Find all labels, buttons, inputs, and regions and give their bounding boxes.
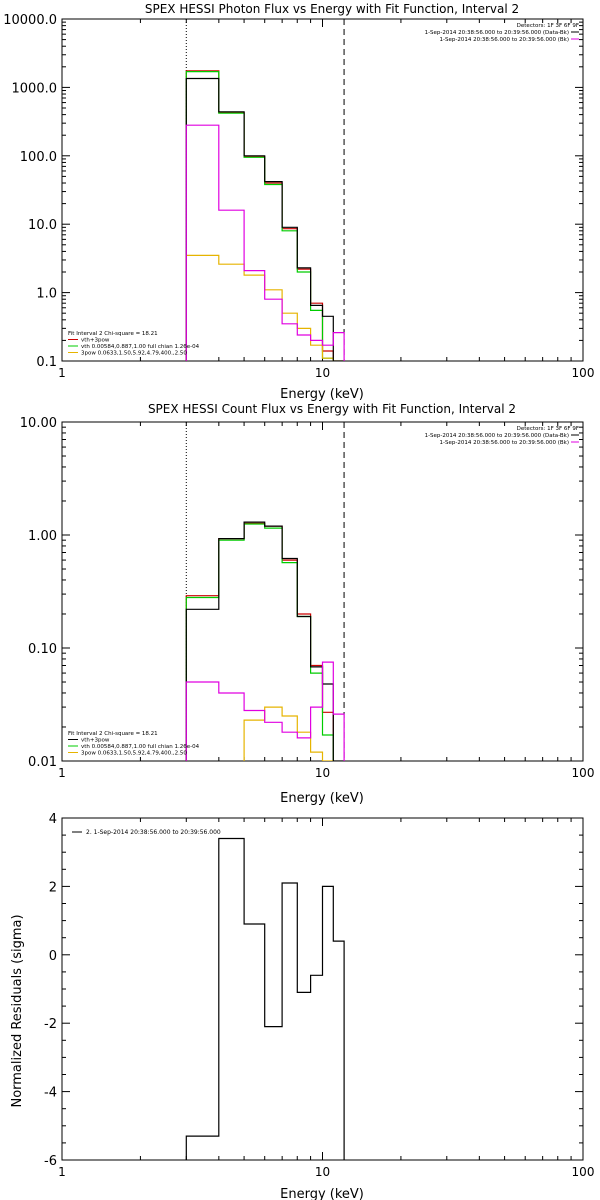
x-tick-label: 1 <box>58 366 66 380</box>
y-tick-label: -2 <box>44 1017 57 1032</box>
y-tick-label: 0.10 <box>28 642 57 657</box>
x-axis-label: Energy (keV) <box>280 791 364 806</box>
legend-text: 3pow 0.0633,1.50,5.92,4.79,400.,2.50 <box>81 751 187 757</box>
count-flux-chart: SPEX HESSI Count Flux vs Energy with Fit… <box>20 402 595 806</box>
y-tick-label: 1000.0 <box>12 81 58 96</box>
y-tick-label: -4 <box>44 1086 57 1101</box>
photon-flux-chart: SPEX HESSI Photon Flux vs Energy with Fi… <box>3 2 594 402</box>
legend-text: Detectors: 1F 3F 6F 9F <box>517 426 579 432</box>
legend-text: 1-Sep-2014 20:38:56.000 to 20:39:56.000 … <box>440 440 570 446</box>
y-tick-label: 0.01 <box>28 755 57 770</box>
y-tick-label: 0 <box>49 949 57 964</box>
y-axis-label: Normalized Residuals (sigma) <box>10 914 25 1107</box>
legend-text: 1-Sep-2014 20:38:56.000 to 20:39:56.000 … <box>440 37 570 43</box>
legend-text: vth+3pow <box>81 338 110 344</box>
x-tick-label: 100 <box>572 766 595 780</box>
legend-text: vth 0.00584,0.887,1.00 full chian 1.26e-… <box>81 344 200 350</box>
legend-text: 1-Sep-2014 20:38:56.000 to 20:39:56.000 … <box>425 433 569 439</box>
series-2-1-sep-2014-20-38-56-000-to-20-39-56-000 <box>185 837 345 1160</box>
y-tick-label: 0.1 <box>36 355 57 370</box>
x-tick-label: 100 <box>572 366 595 380</box>
x-tick-label: 10 <box>315 1165 330 1179</box>
y-tick-label: 10000.0 <box>3 13 57 28</box>
x-tick-label: 1 <box>58 766 66 780</box>
y-tick-label: 10.0 <box>28 218 57 233</box>
legend-text: 3pow 0.0633,1.50,5.92,4.79,400.,2.50 <box>81 351 187 357</box>
y-tick-label: 10.00 <box>20 416 57 431</box>
legend-text: vth 0.00584,0.887,1.00 full chian 1.26e-… <box>81 744 200 750</box>
residuals-chart: Energy (keV) Normalized Residuals (sigma… <box>10 812 594 1200</box>
chart-title: SPEX HESSI Photon Flux vs Energy with Fi… <box>145 2 519 16</box>
chart-title: SPEX HESSI Count Flux vs Energy with Fit… <box>148 402 516 416</box>
plot-data <box>185 521 345 761</box>
legend-text: 1-Sep-2014 20:38:56.000 to 20:39:56.000 … <box>425 30 569 36</box>
series-bk <box>185 661 345 761</box>
x-axis-label: Energy (keV) <box>280 1187 364 1200</box>
x-tick-label: 10 <box>315 366 330 380</box>
x-axis-label: Energy (keV) <box>280 387 364 402</box>
x-tick-label: 1 <box>58 1165 66 1179</box>
plot-data <box>185 70 345 361</box>
legend-text: Fit Interval 2 Chi-square = 18.21 <box>68 331 158 337</box>
plot-data <box>185 837 345 1160</box>
series-bk <box>185 124 345 361</box>
legend-text: Detectors: 1F 3F 6F 9F <box>517 23 579 29</box>
x-tick-label: 10 <box>315 766 330 780</box>
legend-text: 2. 1-Sep-2014 20:38:56.000 to 20:39:56.0… <box>86 829 221 836</box>
y-tick-label: 1.00 <box>28 529 57 544</box>
y-tick-label: -6 <box>44 1154 57 1169</box>
y-tick-label: 2 <box>49 880 57 895</box>
series-data-bk <box>185 77 345 361</box>
legend-text: Fit Interval 2 Chi-square = 18.21 <box>68 731 158 737</box>
x-tick-label: 100 <box>572 1165 595 1179</box>
y-tick-label: 100.0 <box>20 150 57 165</box>
y-tick-label: 1.0 <box>36 287 57 302</box>
legend-text: vth+3pow <box>81 738 110 744</box>
y-tick-label: 4 <box>49 812 57 827</box>
